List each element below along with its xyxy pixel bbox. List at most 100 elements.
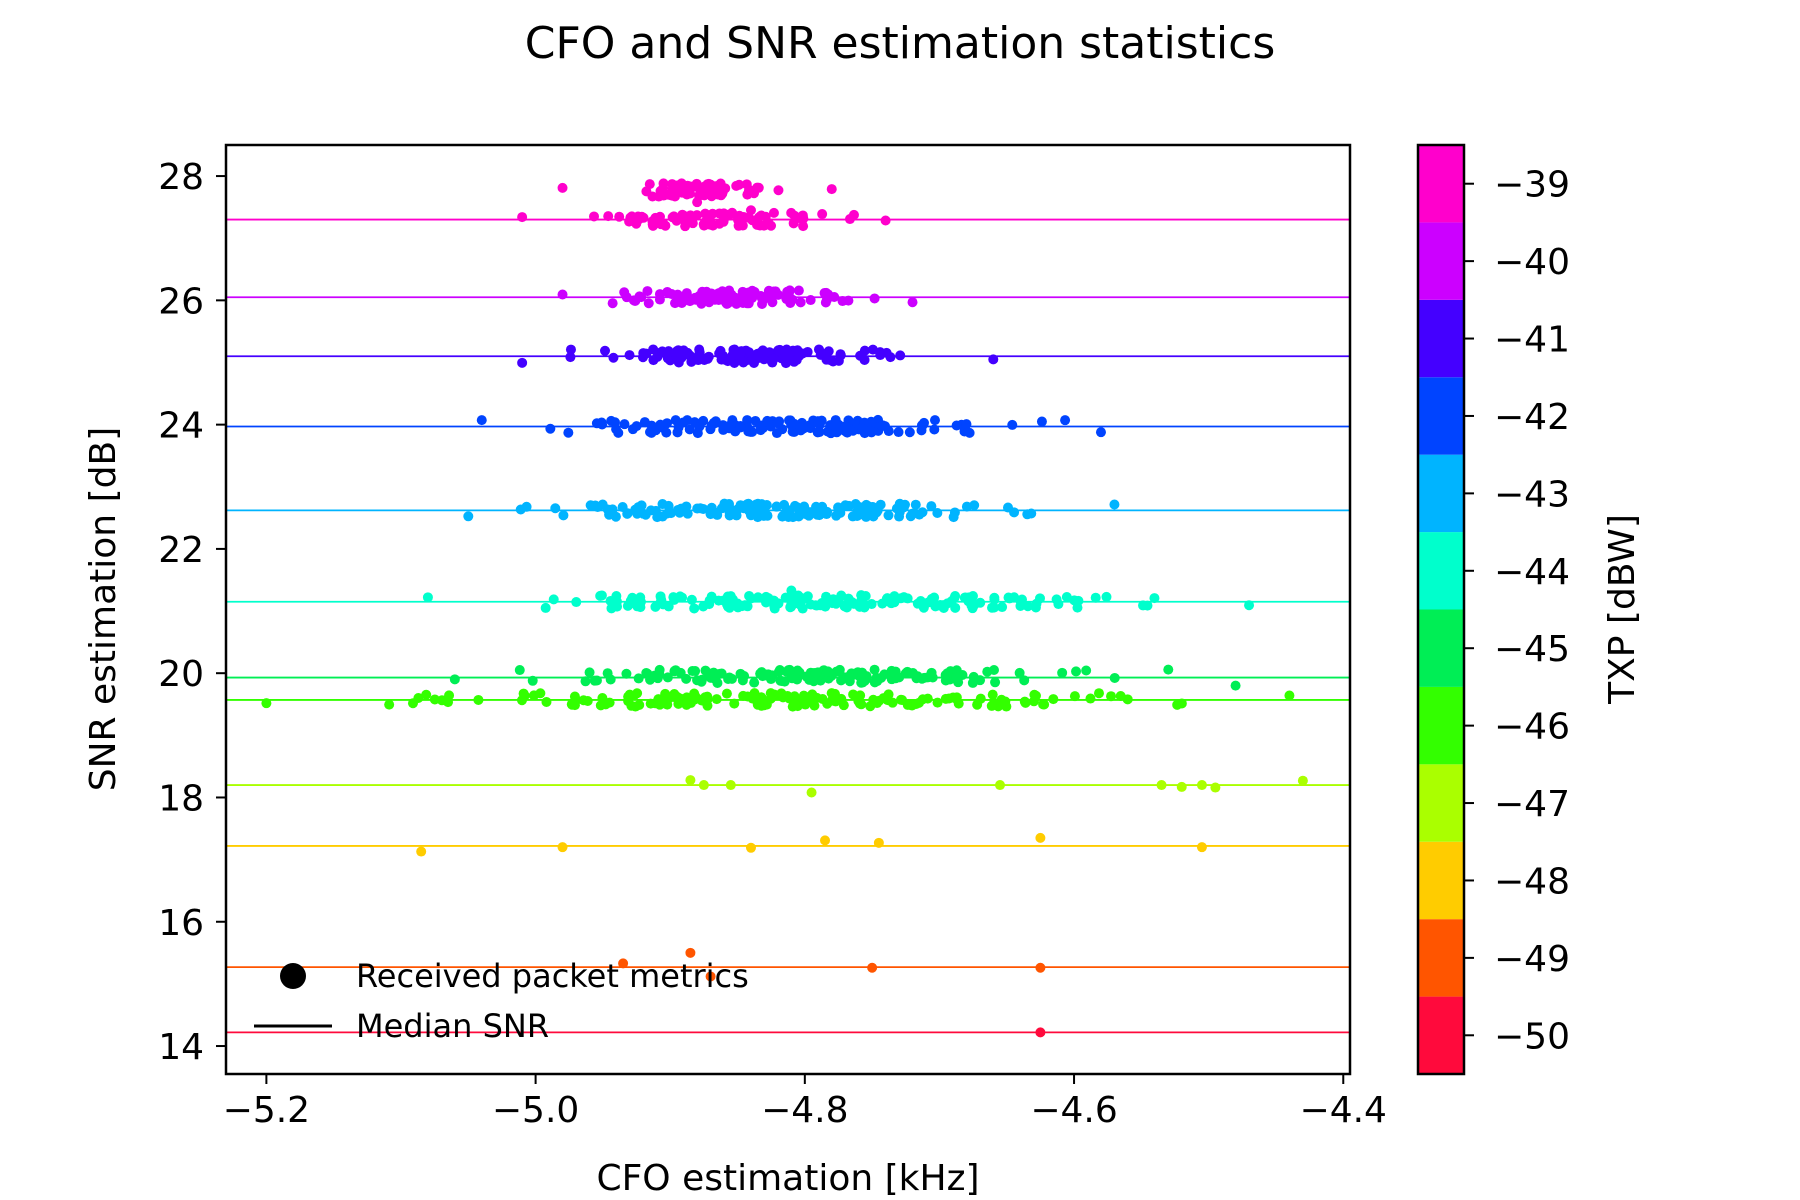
data-point [1177,782,1187,792]
data-point [1003,503,1013,513]
data-point [754,212,764,222]
y-axis-label: SNR estimation [dB] [83,427,124,791]
data-point [966,597,976,607]
data-point [1060,415,1070,425]
data-point [1031,691,1041,701]
y-tick-label: 28 [158,157,204,198]
data-point [700,289,710,299]
data-point [798,221,808,231]
data-point [965,428,975,438]
data-point [809,701,819,711]
data-point [844,501,854,511]
data-point [763,593,773,603]
data-point [473,695,483,705]
y-tick-label: 18 [158,778,204,819]
data-point [613,428,623,438]
data-point [702,692,712,702]
data-point [641,349,651,359]
data-point [829,691,839,701]
data-point [608,353,618,363]
data-point [625,350,635,360]
data-point [761,670,771,680]
data-point [706,504,716,514]
data-point [822,295,832,305]
data-point [657,696,667,706]
data-point [646,428,656,438]
data-point [743,499,753,509]
data-point [843,296,853,306]
colorbar-tick-label: −49 [1494,939,1570,980]
data-point [796,423,806,433]
data-point [911,699,921,709]
data-point [773,185,783,195]
data-point [969,500,979,510]
colorbar-tick-label: −48 [1494,861,1570,902]
data-point [697,187,707,197]
data-point [783,691,793,701]
data-point [989,593,999,603]
data-point [798,604,808,614]
data-point [895,350,905,360]
data-point [806,295,816,305]
data-point [757,697,767,707]
data-point [868,511,878,521]
data-point [1284,691,1294,701]
data-point [416,847,426,857]
data-point [908,297,918,307]
data-point [899,592,909,602]
data-point [952,673,962,683]
data-point [711,416,721,426]
data-point [517,358,527,368]
data-point [685,775,695,785]
data-point [1210,783,1220,793]
data-point [635,602,645,612]
data-point [727,674,737,684]
data-point [707,592,717,602]
data-point [894,512,904,522]
colorbar-tick-label: −50 [1494,1016,1570,1057]
data-point [874,838,884,848]
data-point [1094,688,1104,698]
data-point [894,672,904,682]
data-point [1197,780,1207,790]
data-point [714,348,724,358]
y-tick-label: 16 [158,903,204,944]
x-tick-label: −4.6 [1030,1090,1117,1131]
data-point [690,691,700,701]
data-point [630,296,640,306]
data-point [714,295,724,305]
data-point [883,510,893,520]
data-point [722,689,732,699]
data-point [742,415,752,425]
data-point [746,205,756,215]
colorbar-tick-label: −45 [1494,629,1570,670]
data-point [1163,665,1173,675]
data-point [520,691,530,701]
data-point [738,287,748,297]
data-point [541,603,551,613]
data-point [990,677,1000,687]
data-point [961,419,971,429]
data-point [1197,842,1207,852]
data-point [699,780,709,790]
data-point [766,221,776,231]
data-point [1015,668,1025,678]
data-point [1085,694,1095,704]
data-point [774,667,784,677]
data-point [1001,702,1011,712]
data-point [669,689,679,699]
data-point [642,286,652,296]
data-point [652,213,662,223]
data-point [1070,691,1080,701]
data-point [423,592,433,602]
data-point [807,788,817,798]
data-point [463,511,473,521]
data-point [590,676,600,686]
data-point [612,597,622,607]
colorbar-segment [1418,687,1464,764]
data-point [754,183,764,193]
data-point [1052,594,1062,604]
data-point [545,424,555,434]
data-point [928,672,938,682]
data-point [860,355,870,365]
